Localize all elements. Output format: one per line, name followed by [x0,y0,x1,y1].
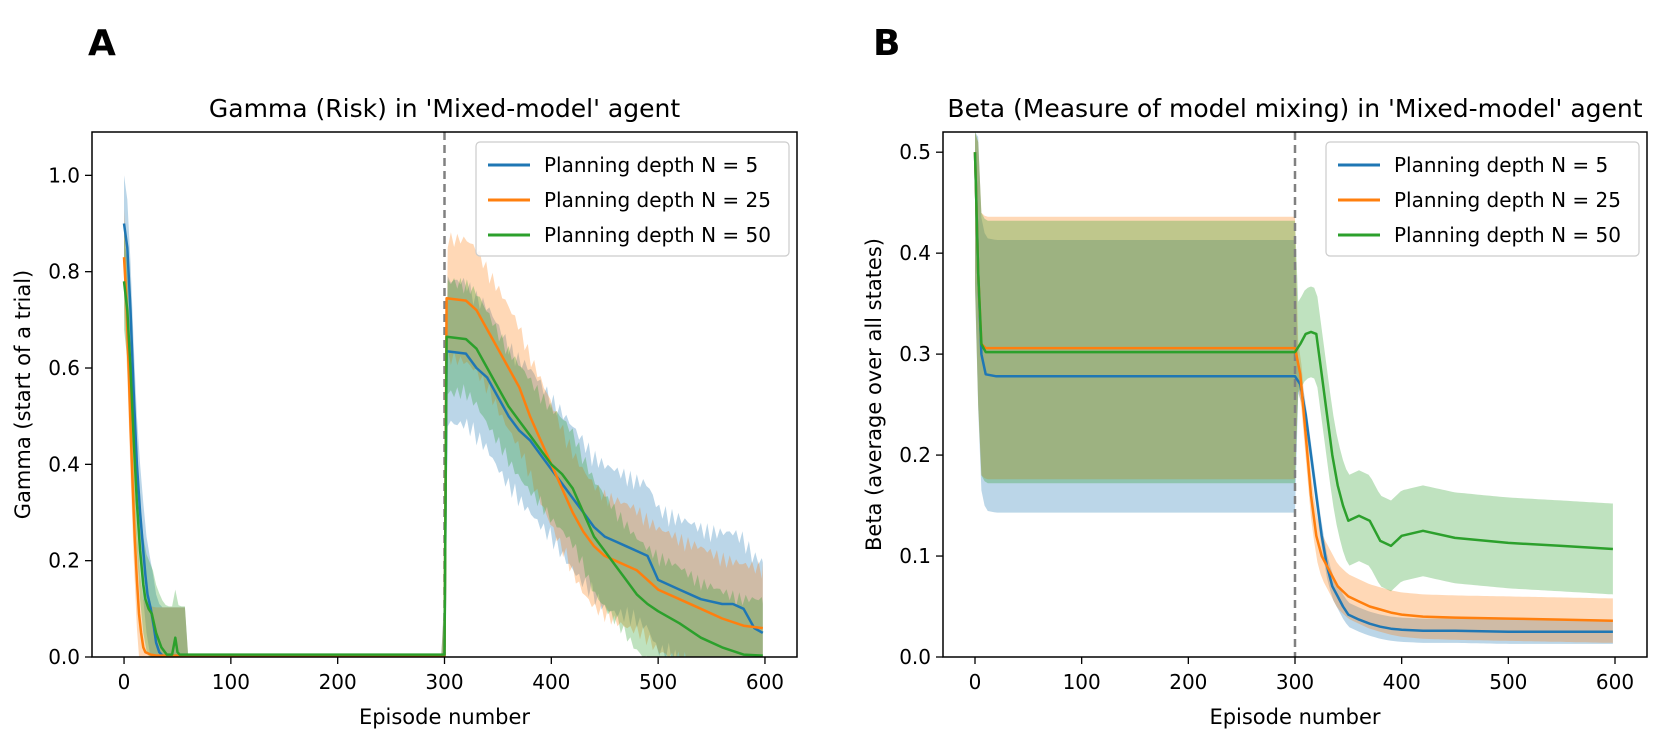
legend: Planning depth N = 5 Planning depth N = 2… [475,141,790,257]
panel-letter-b: B [873,23,900,64]
x-axis-label: Episode number [1209,705,1380,729]
chart-beta: 0 100 200 300 400 500 600 0.0 0.1 0.2 0.3 0.4 0.5 Bet… [862,94,1648,729]
y-tick-label: 0.0 [899,645,931,669]
x-tick-label: 500 [639,670,677,694]
legend-entry-2: Planning depth N = 25 [544,188,771,212]
x-tick-label: 0 [118,670,131,694]
x-axis-label: Episode number [359,705,530,729]
y-tick-label: 0.5 [899,140,931,164]
legend-entry-1: Planning depth N = 5 [1394,153,1608,177]
confidence-band-1 [975,132,1613,644]
y-tick-label: 0.3 [899,342,931,366]
y-axis-label: Gamma (start of a trial) [11,270,35,519]
x-tick-label: 500 [1489,670,1527,694]
legend-box [475,141,790,257]
confidence-band-3 [975,132,1613,595]
confidence-band-2 [124,209,763,657]
chart-title: Gamma (Risk) in 'Mixed-model' agent [209,94,680,123]
y-tick-label: 0.4 [899,241,931,265]
confidence-band-3 [124,233,763,657]
series-line-2 [122,257,763,657]
series-line-1 [122,223,764,657]
legend-box [1325,141,1640,257]
x-tick-label: 300 [425,670,463,694]
x-tick-label: 600 [746,670,784,694]
legend-entry-1: Planning depth N = 5 [544,153,758,177]
y-tick-label: 0.1 [899,544,931,568]
x-tick-label: 600 [1596,670,1634,694]
y-tick-label: 0.0 [48,645,80,669]
legend-entry-3: Planning depth N = 50 [544,223,771,247]
chart-gamma: 0 100 200 300 400 500 600 0.0 0.2 0.4 0.6 0.8 1.0 Gam… [11,94,798,729]
legend: Planning depth N = 5 Planning depth N = 2… [1325,141,1640,257]
series-line-3 [973,152,1613,551]
y-tick-label: 0.6 [48,356,80,380]
y-tick-label: 0.2 [899,443,931,467]
panel-letter-a: A [88,23,116,64]
chart-title: Beta (Measure of model mixing) in 'Mixed… [947,94,1642,123]
series-line-2 [973,152,1613,622]
y-tick-label: 1.0 [48,163,80,187]
x-tick-label: 300 [1276,670,1314,694]
x-tick-label: 200 [319,670,357,694]
x-tick-label: 400 [532,670,570,694]
legend-entry-3: Planning depth N = 50 [1394,223,1621,247]
x-tick-label: 400 [1383,670,1421,694]
x-tick-label: 100 [1063,670,1101,694]
legend-entry-2: Planning depth N = 25 [1394,188,1621,212]
x-tick-label: 200 [1169,670,1207,694]
y-tick-label: 0.8 [48,260,80,284]
confidence-band-2 [975,132,1613,643]
series-line-3 [122,281,763,657]
y-tick-label: 0.2 [48,549,80,573]
y-tick-label: 0.4 [48,452,80,476]
y-axis-label: Beta (average over all states) [862,238,886,551]
x-tick-label: 100 [212,670,250,694]
x-tick-label: 0 [969,670,982,694]
